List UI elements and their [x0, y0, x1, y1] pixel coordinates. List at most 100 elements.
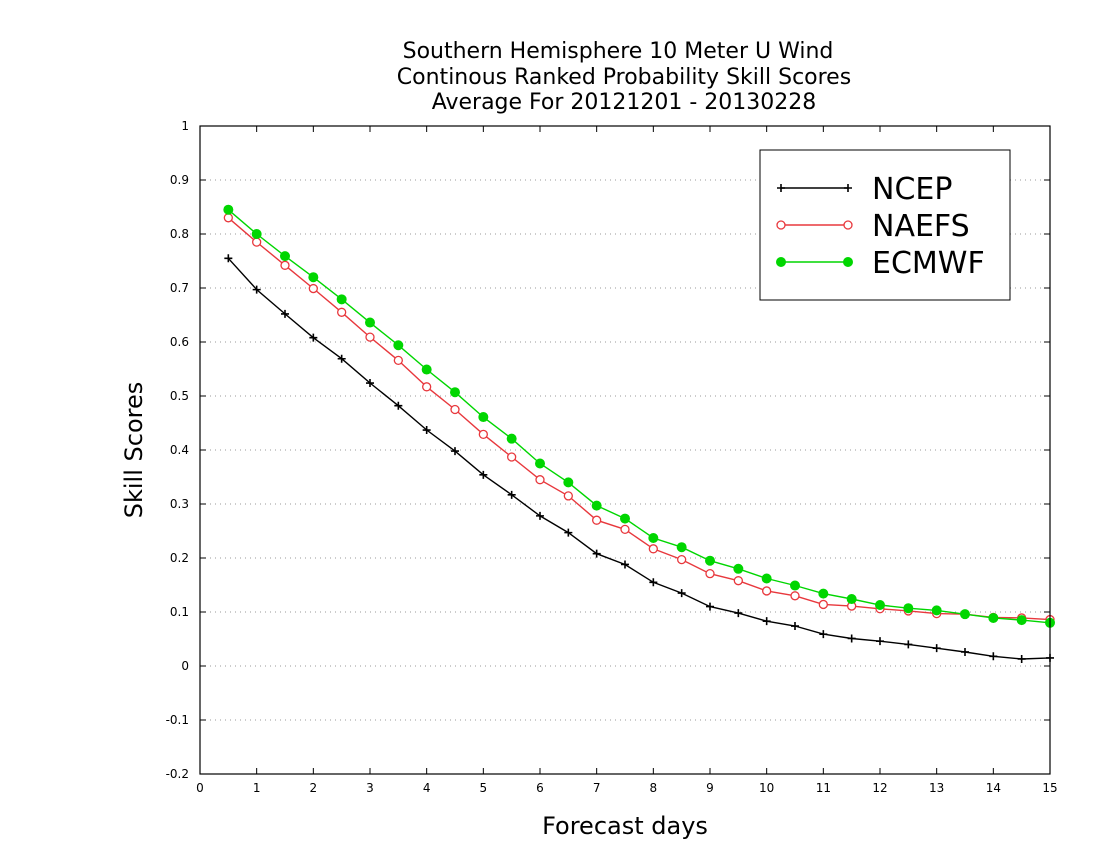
y-tick-label: 0.3: [170, 497, 189, 511]
data-point-naefs: [790, 591, 800, 601]
y-tick-label: 0.2: [170, 551, 189, 565]
legend-marker-ecmwf: [776, 257, 786, 267]
data-point-ncep: [394, 401, 403, 410]
y-tick-label: 0: [181, 659, 189, 673]
data-point-ncep: [479, 470, 488, 479]
data-point-ecmwf: [336, 294, 347, 305]
legend: NCEP NAEFS ECMWF: [759, 149, 1011, 301]
data-point-ecmwf: [478, 412, 489, 423]
data-point-ncep: [762, 617, 771, 626]
series-naefs: [223, 213, 1055, 625]
data-point-ncep: [876, 637, 884, 646]
y-tick-label: -0.2: [166, 767, 189, 781]
data-series: [223, 204, 1055, 663]
chart-title-line-1: Southern Hemisphere 10 Meter U Wind: [403, 39, 834, 64]
data-point-naefs: [365, 332, 375, 342]
y-tick-label: 0.4: [170, 443, 189, 457]
legend-label-ecmwf: ECMWF: [872, 246, 985, 281]
data-point-ncep: [451, 447, 459, 456]
data-point-ecmwf: [223, 204, 234, 215]
data-point-ncep: [281, 309, 289, 318]
data-point-ncep: [706, 602, 714, 611]
y-tick-label: 0.9: [170, 173, 189, 187]
data-point-ecmwf: [705, 555, 715, 566]
data-point-ecmwf: [875, 599, 885, 610]
data-point-naefs: [620, 524, 630, 535]
x-tick-label: 7: [593, 781, 601, 795]
data-point-naefs: [280, 260, 290, 270]
data-point-ecmwf: [280, 251, 290, 262]
data-point-ecmwf: [591, 500, 602, 511]
data-point-ncep: [649, 578, 658, 587]
y-tick-label: 1: [181, 119, 189, 133]
x-tick-label: 2: [310, 781, 318, 795]
x-tick-label: 4: [423, 781, 431, 795]
series-line-ncep: [227, 257, 1051, 660]
x-tick-label: 11: [816, 781, 831, 795]
data-point-naefs: [308, 283, 318, 294]
data-point-ecmwf: [563, 477, 574, 488]
x-tick-label: 6: [536, 781, 544, 795]
data-point-ecmwf: [251, 229, 262, 239]
data-point-naefs: [563, 491, 573, 501]
axis-ticks: -0.2-0.100.10.20.30.40.50.60.70.80.910 1 2…: [166, 119, 1058, 795]
x-tick-label: 5: [480, 781, 488, 795]
data-point-ecmwf: [931, 605, 942, 616]
data-point-ecmwf: [1016, 615, 1027, 626]
data-point-ecmwf: [790, 580, 800, 591]
data-point-ncep: [309, 333, 318, 342]
data-point-naefs: [450, 404, 460, 415]
data-point-naefs: [648, 544, 658, 554]
data-point-ecmwf: [846, 594, 857, 605]
data-point-ncep: [819, 630, 828, 639]
data-point-ncep: [564, 528, 573, 537]
x-tick-label: 10: [759, 781, 774, 795]
chart-title-line-3: Average For 20121201 - 20130228: [432, 90, 817, 115]
data-point-ncep: [904, 640, 913, 649]
data-point-ncep: [252, 285, 261, 294]
x-tick-label: 12: [872, 781, 887, 795]
grid-lines: [200, 179, 1050, 721]
series-ncep: [224, 254, 1054, 663]
legend-marker-naefs: [843, 220, 853, 230]
x-tick-label: 8: [650, 781, 658, 795]
data-point-ecmwf: [761, 573, 772, 584]
data-point-ncep: [422, 426, 431, 435]
data-point-naefs: [535, 475, 545, 485]
plot-frame: [199, 125, 1051, 775]
data-point-naefs: [223, 213, 233, 223]
data-point-ecmwf: [648, 533, 659, 544]
data-point-naefs: [705, 569, 715, 579]
data-point-ecmwf: [960, 609, 970, 620]
data-point-ecmwf: [535, 458, 545, 469]
data-point-ecmwf: [676, 542, 687, 553]
data-point-naefs: [252, 237, 262, 247]
legend-marker-ecmwf: [843, 257, 853, 267]
data-point-naefs: [733, 576, 743, 586]
y-tick-label: 0.5: [170, 389, 189, 403]
x-tick-label: 0: [196, 781, 204, 795]
y-tick-label: 0.7: [170, 281, 189, 295]
data-point-ecmwf: [393, 340, 404, 351]
data-point-ecmwf: [988, 612, 999, 623]
data-point-ecmwf: [308, 272, 319, 283]
x-tick-label: 14: [986, 781, 1001, 795]
legend-marker-ncep: [844, 184, 852, 192]
data-point-ncep: [1017, 654, 1026, 663]
x-tick-label: 15: [1042, 781, 1057, 795]
y-axis-label: Skill Scores: [120, 382, 148, 519]
data-point-ncep: [791, 622, 799, 631]
data-point-ncep: [847, 634, 856, 643]
data-point-ecmwf: [733, 563, 744, 574]
data-point-ecmwf: [506, 433, 517, 444]
data-point-ncep: [536, 511, 544, 520]
series-ecmwf: [223, 204, 1055, 628]
data-point-ecmwf: [421, 364, 432, 375]
x-tick-label: 1: [253, 781, 261, 795]
y-tick-label: 0.6: [170, 335, 189, 349]
series-line-naefs: [227, 217, 1051, 621]
y-tick-label: -0.1: [166, 713, 189, 727]
x-tick-label: 13: [929, 781, 944, 795]
